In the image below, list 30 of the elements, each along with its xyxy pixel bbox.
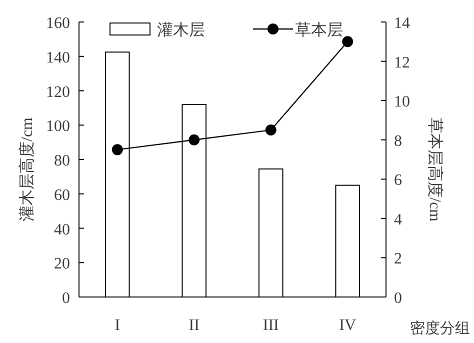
y2-tick-label: 0	[394, 290, 402, 307]
point	[265, 124, 276, 136]
y-tick-label: 140	[46, 49, 70, 66]
point	[188, 134, 200, 146]
y-tick-label: 160	[46, 15, 70, 32]
y2-tick-label: 6	[394, 172, 402, 190]
y2-tick-label: 4	[394, 211, 402, 228]
point	[112, 144, 123, 156]
y2-tick-label: 2	[394, 250, 402, 268]
y-axis-title: 灌木层高度/cm	[18, 116, 36, 222]
x-tick-label: I	[114, 317, 120, 334]
y2-tick-label: 8	[394, 132, 402, 150]
legend-label: 草本层	[295, 21, 343, 39]
y-tick-label: 120	[46, 84, 70, 101]
legend-label: 灌木层	[157, 21, 205, 39]
x-tick-label: III	[262, 317, 279, 334]
y-tick-label: 40	[54, 221, 70, 238]
y2-tick-label: 10	[394, 94, 410, 111]
x-axis-title: 密度分组	[410, 320, 470, 337]
y-tick-label: 80	[54, 152, 70, 170]
y-tick-label: 20	[54, 256, 70, 273]
x-tick-label: IV	[339, 317, 357, 334]
y2-axis-title: 草本层高度/cm	[426, 118, 444, 222]
y-tick-label: 60	[54, 186, 70, 204]
y-tick-label: 100	[46, 118, 70, 136]
y-tick-label: 0	[62, 290, 70, 307]
x-tick-label: II	[188, 317, 200, 334]
y2-tick-label: 12	[394, 54, 410, 72]
point	[342, 36, 354, 48]
y2-tick-label: 14	[394, 15, 410, 32]
